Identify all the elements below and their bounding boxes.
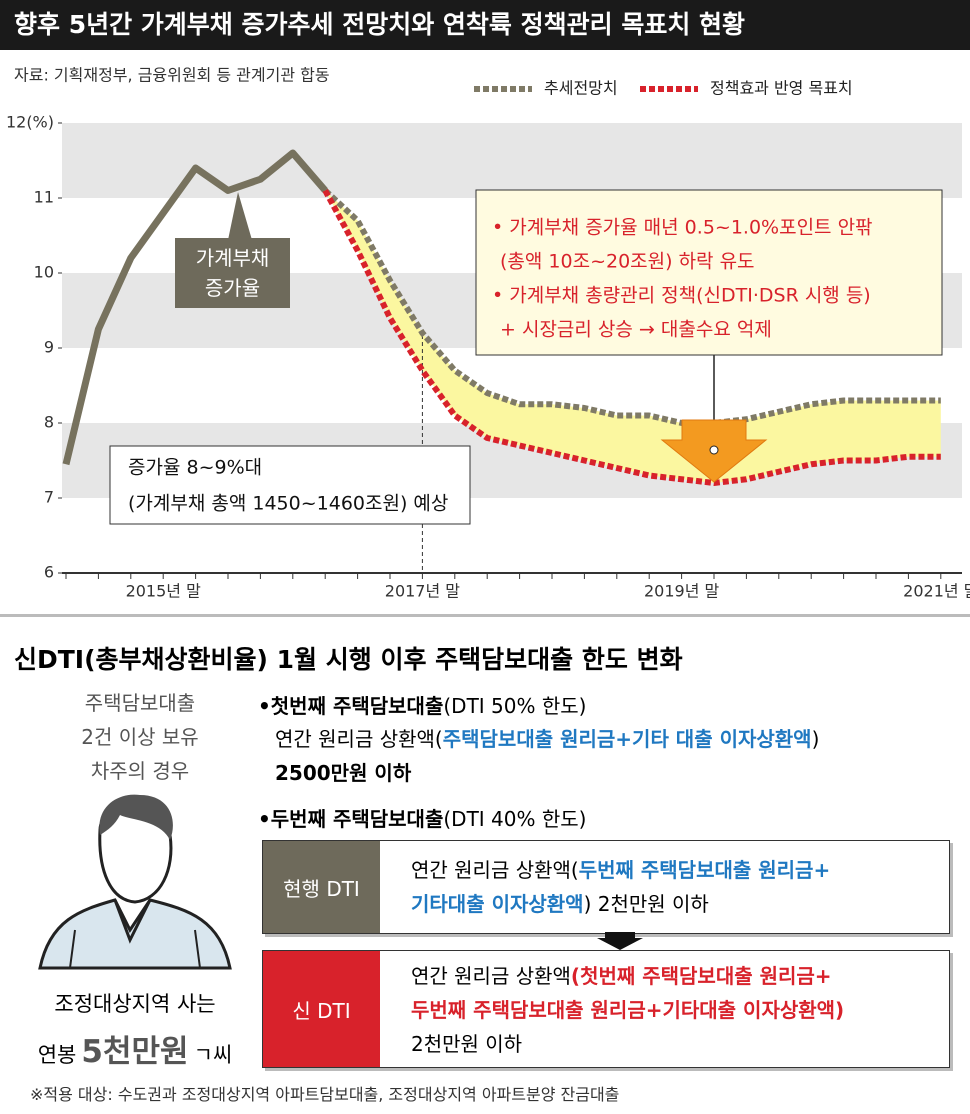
head: •두번째 주택담보대출 [258,807,444,831]
first-head: •첫번째 주택담보대출(DTI 50% 한도) [258,690,586,719]
y-tick-label: 10 [34,263,54,282]
note-right-line: (총액 10조~20조원) 하락 유도 [500,251,755,273]
note-left-box [109,445,471,525]
dti-title: 신DTI(총부채상환비율) 1월 시행 이후 주택담보대출 한도 변화 [14,645,683,674]
text-segment: 연간 원리금 상환액 [411,964,571,988]
label-box [175,238,290,308]
text-segment: 주택담보대출 원리금+기타 대출 이자상환액 [442,727,812,751]
text-segment: 두번째 주택담보대출 원리금+기타대출 이자상환액) [411,998,845,1022]
text-line: 연간 원리금 상환액(주택담보대출 원리금+기타 대출 이자상환액) [275,722,819,756]
down-arrow [597,932,643,950]
y-tick-label: 7 [44,488,54,507]
series-line [322,189,941,486]
text-segment: ) [811,727,820,751]
caption-line: 주택담보대출 [84,691,196,715]
note-right-line: • 가계부채 증가율 매년 0.5~1.0%포인트 안팎 [492,217,873,239]
text-line: 2천만원 이하 [411,1027,844,1061]
note-right-line: • 가계부채 총량관리 정책(신DTI·DSR 시행 등) [492,285,871,307]
x-tick-label: 2019년 말 [644,582,720,601]
first-lines: 연간 원리금 상환액(주택담보대출 원리금+기타 대출 이자상환액) 2500만원… [275,722,819,790]
x-tick-label: 2017년 말 [385,582,461,601]
y-tick-label: 12(%) [6,113,54,132]
note-right-box [475,189,943,356]
text-line: 기타대출 이자상환액) 2천만원 이하 [411,887,830,921]
text-segment: ) 2천만원 이하 [583,892,709,916]
series-label: 가계부채 증가율 [195,246,270,300]
label-fo: 가계부채 증가율 [195,246,270,300]
separator [0,614,970,617]
note-left-line: (가계부채 총액 1450~1460조원) 예상 [128,493,448,515]
caption-line: 2건 이상 보유 [81,725,199,749]
head: •첫번째 주택담보대출 [258,694,444,718]
caption-line: 차주의 경우 [90,759,190,783]
source: 자료: 기획재정부, 금융위원회 등 관계기관 합동 [14,66,330,85]
plot: 6 7 8 9 10 11 12(%) 2015년 말 2017년 말 2019년 말 2021년 … [6,113,970,601]
person-who: ㄱ씨 [193,1043,233,1067]
legend-label: 정책효과 반영 목표치 [710,79,853,98]
cond: (DTI 40% 한도) [443,807,587,831]
text-segment: (첫번째 주택담보대출 원리금+ [570,964,832,988]
title-bar [0,0,970,50]
text-segment: 기타대출 이자상환액 [411,892,584,916]
footnote: ※적용 대상: 수도권과 조정대상지역 아파트담보대출, 조정대상지역 아파트분… [30,1085,620,1104]
current-lines: 연간 원리금 상환액(두번째 주택담보대출 원리금+ 기타대출 이자상환액) 2천… [411,853,830,921]
note-left-line: 증가율 8~9%대 [128,457,262,479]
new-lines: 연간 원리금 상환액(첫번째 주택담보대출 원리금+ 두번째 주택담보대출 원리금… [411,959,844,1061]
series-line [323,188,941,426]
second-head: •두번째 주택담보대출(DTI 40% 한도) [258,803,586,832]
y-tick-label: 9 [44,338,54,357]
chart: 향후 5년간 가계부채 증가추세 전망치와 연착륙 정책관리 목표치 현황 자료… [0,0,970,601]
salary-label: 연봉 [37,1043,77,1067]
new-box: 신 DTI 연간 원리금 상환액(첫번째 주택담보대출 원리금+ 두번째 주택담보… [262,950,950,1068]
series-line [62,149,328,466]
person-salary-line: 연봉 5천만원 ㄱ씨 [30,1026,240,1071]
text-segment: 연간 원리금 상환액( [275,727,443,751]
text-line: 연간 원리금 상환액(첫번째 주택담보대출 원리금+ [411,959,844,993]
legend-label: 추세전망치 [544,79,618,98]
text-line: 두번째 주택담보대출 원리금+기타대출 이자상환액) [411,993,844,1027]
y-tick-label: 6 [44,563,54,582]
text-line: 연간 원리금 상환액(두번째 주택담보대출 원리금+ [411,853,830,887]
x-tick-label: 2015년 말 [126,582,202,601]
label-pointer [228,192,252,240]
current-label: 현행 DTI [263,841,380,933]
text-segment: 2500만원 이하 [275,761,412,785]
note-right-line: + 시장금리 상승 → 대출수요 억제 [500,319,772,341]
pointer-dot [709,445,719,455]
person-region: 조정대상지역 사는 [54,992,216,1016]
y-tick-label: 8 [44,413,54,432]
person-illustration [38,794,232,970]
chart-title: 향후 5년간 가계부채 증가추세 전망치와 연착륙 정책관리 목표치 현황 [14,10,745,39]
cond: (DTI 50% 한도) [443,694,587,718]
current-box: 현행 DTI 연간 원리금 상환액(두번째 주택담보대출 원리금+ 기타대출 이자… [262,840,950,934]
text-segment: 2천만원 이하 [411,1032,523,1056]
text-segment: 두번째 주택담보대출 원리금+ [578,858,831,882]
x-tick-label: 2021년 말 [903,582,970,601]
salary: 5천만원 [81,1034,189,1070]
text-segment: 연간 원리금 상환액( [411,858,579,882]
text-line: 2500만원 이하 [275,756,819,790]
new-label: 신 DTI [263,951,380,1067]
y-tick-label: 11 [34,188,54,207]
band [62,123,962,198]
